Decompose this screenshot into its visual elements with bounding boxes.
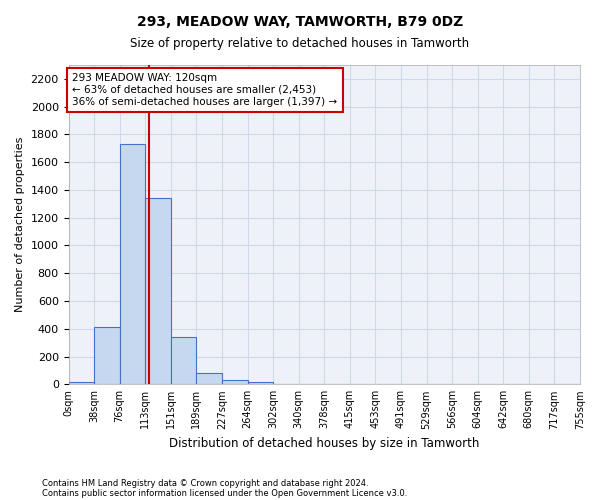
Text: 293 MEADOW WAY: 120sqm
← 63% of detached houses are smaller (2,453)
36% of semi-: 293 MEADOW WAY: 120sqm ← 63% of detached… bbox=[73, 74, 337, 106]
Text: Contains public sector information licensed under the Open Government Licence v3: Contains public sector information licen… bbox=[42, 488, 407, 498]
Text: Size of property relative to detached houses in Tamworth: Size of property relative to detached ho… bbox=[130, 38, 470, 51]
Y-axis label: Number of detached properties: Number of detached properties bbox=[15, 137, 25, 312]
X-axis label: Distribution of detached houses by size in Tamworth: Distribution of detached houses by size … bbox=[169, 437, 479, 450]
Bar bbox=[248, 382, 273, 384]
Bar bbox=[68, 382, 94, 384]
Bar bbox=[196, 373, 222, 384]
Bar bbox=[222, 380, 248, 384]
Bar bbox=[94, 328, 119, 384]
Text: Contains HM Land Registry data © Crown copyright and database right 2024.: Contains HM Land Registry data © Crown c… bbox=[42, 478, 368, 488]
Text: 293, MEADOW WAY, TAMWORTH, B79 0DZ: 293, MEADOW WAY, TAMWORTH, B79 0DZ bbox=[137, 15, 463, 29]
Bar bbox=[171, 337, 196, 384]
Bar bbox=[119, 144, 145, 384]
Bar bbox=[145, 198, 171, 384]
